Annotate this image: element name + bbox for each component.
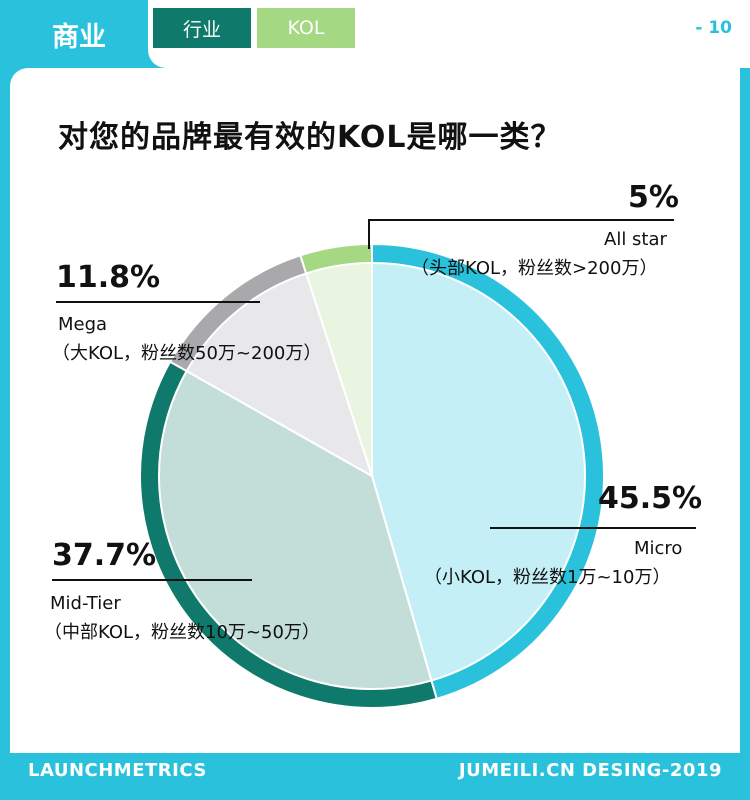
pie-slice-midtier bbox=[158, 369, 433, 691]
page-title: 对您的品牌最有效的KOL是哪一类？ bbox=[58, 120, 562, 155]
pie-slice-mega bbox=[185, 272, 374, 479]
label-midtier-desc: （中部KOL，粉丝数10万~50万） bbox=[44, 622, 320, 643]
leader-allstar-vertical bbox=[368, 219, 370, 249]
label-micro-name: Micro bbox=[634, 538, 683, 559]
label-micro-desc: （小KOL，粉丝数1万~10万） bbox=[424, 567, 671, 588]
leader-micro bbox=[490, 527, 696, 529]
pie-slice-micro bbox=[371, 261, 587, 682]
label-midtier-name: Mid-Tier bbox=[50, 593, 121, 614]
section-tab[interactable]: 商业 bbox=[10, 0, 148, 68]
label-mega-name: Mega bbox=[58, 314, 108, 335]
footer-brand: LAUNCHMETRICS bbox=[28, 760, 207, 781]
page-number: - 10 bbox=[695, 18, 732, 38]
leader-mega bbox=[56, 301, 260, 303]
label-allstar-desc: （头部KOL，粉丝数>200万） bbox=[411, 258, 658, 279]
label-micro-percent: 45.5% bbox=[598, 481, 703, 516]
footer-credit: JUMEILI.CN DESING-2019 bbox=[458, 760, 722, 781]
leader-allstar bbox=[368, 219, 674, 221]
label-midtier-percent: 37.7% bbox=[52, 538, 157, 573]
pie-slice-allstar bbox=[304, 261, 373, 477]
label-allstar-percent: 5% bbox=[628, 180, 679, 215]
label-allstar-name: All star bbox=[604, 229, 667, 250]
label-mega-percent: 11.8% bbox=[56, 260, 161, 295]
tab-industry[interactable]: 行业 bbox=[153, 8, 251, 48]
tab-kol[interactable]: KOL bbox=[257, 8, 355, 48]
leader-midtier bbox=[52, 579, 252, 581]
label-mega-desc: （大KOL，粉丝数50万~200万） bbox=[52, 343, 322, 364]
